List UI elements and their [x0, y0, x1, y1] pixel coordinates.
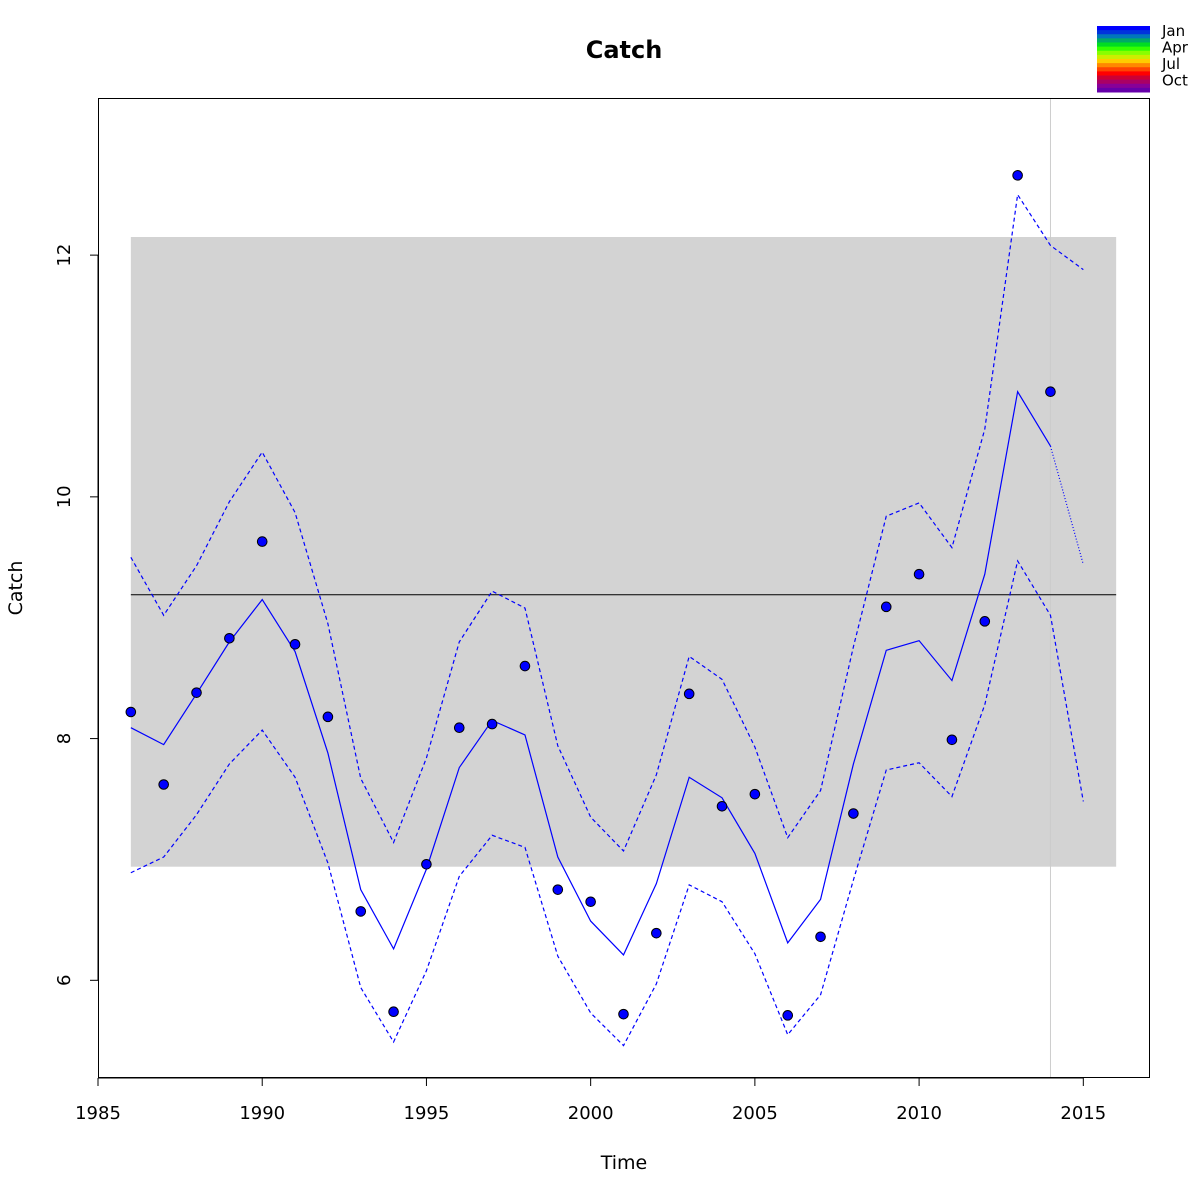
observed-point: [913, 568, 925, 580]
observed-point: [585, 896, 596, 908]
observed-point: [224, 632, 235, 644]
legend-color-band: [1097, 50, 1150, 56]
y-tick-label: 6: [54, 975, 75, 986]
x-tick-label: 2010: [896, 1103, 942, 1124]
observed-point: [355, 906, 367, 917]
observed-point: [979, 616, 991, 627]
observed-point: [651, 927, 662, 939]
observed-point: [683, 688, 695, 700]
observed-point: [848, 808, 859, 819]
legend-label: Jan: [1161, 22, 1185, 40]
legend-color-band: [1097, 38, 1150, 43]
observed-point: [421, 858, 432, 870]
legend-color-band: [1097, 26, 1150, 31]
legend-label: Oct: [1162, 72, 1188, 90]
series-line-fitted: [130, 390, 1051, 956]
legend-color-band: [1097, 71, 1150, 76]
legend-color-band: [1097, 46, 1150, 52]
y-tick-label: 8: [54, 733, 75, 744]
observed-point: [782, 1010, 794, 1021]
observed-point: [1045, 386, 1056, 398]
x-tick-label: 2005: [732, 1103, 778, 1124]
legend-color-band: [1097, 75, 1150, 81]
shaded-band-layer: [130, 98, 1117, 1077]
x-tick-label: 2015: [1060, 1103, 1106, 1124]
observed-point: [158, 779, 169, 790]
legend-label: Jul: [1161, 55, 1180, 73]
observed-point: [388, 1006, 399, 1018]
legend-color-band: [1097, 87, 1150, 93]
legend-label: Apr: [1162, 39, 1189, 57]
shaded-range-band: [130, 236, 1117, 867]
x-tick-label: 1990: [239, 1103, 285, 1124]
observed-point: [880, 601, 892, 613]
legend-color-band: [1097, 54, 1150, 60]
y-tick-label: 10: [54, 485, 75, 508]
series-line-forecast: [1049, 445, 1084, 565]
observed-point: [749, 788, 761, 800]
y-tick-label: 12: [54, 244, 75, 267]
y-axis-label: Catch: [5, 561, 27, 616]
series-line-lower: [130, 559, 1084, 1047]
observed-point: [486, 718, 498, 730]
chart-title: Catch: [586, 36, 663, 64]
observed-point: [716, 800, 728, 812]
observed-point: [256, 536, 268, 547]
legend-color-band: [1097, 34, 1150, 39]
observed-point: [519, 660, 531, 672]
observed-point: [815, 931, 826, 943]
legend-color-band: [1097, 42, 1150, 48]
observed-point: [289, 639, 301, 650]
x-axis-label: Time: [600, 1152, 648, 1174]
observed-point: [1012, 170, 1023, 181]
observed-point: [552, 884, 564, 895]
legend-color-band: [1097, 79, 1150, 85]
x-tick-label: 1985: [75, 1103, 121, 1124]
observed-point: [125, 706, 137, 718]
observed-point: [618, 1008, 629, 1020]
observed-point: [322, 711, 334, 723]
x-tick-label: 2000: [568, 1103, 614, 1124]
legend-color-band: [1097, 83, 1150, 89]
legend-color-band: [1097, 67, 1150, 72]
observed-point: [946, 734, 958, 746]
y-axis: 6 8 10 12: [54, 244, 99, 986]
legend-color-band: [1097, 59, 1150, 64]
legend-color-band: [1097, 30, 1150, 35]
series-lines-layer: [130, 193, 1117, 1047]
observed-point: [453, 722, 465, 734]
observed-points-layer: [125, 170, 1056, 1021]
x-tick-label: 1995: [404, 1103, 450, 1124]
observed-point: [191, 687, 202, 698]
legend-color-band: [1097, 63, 1150, 68]
x-axis: 1985 1990 1995 2000 2005 2010 2015: [75, 1077, 1106, 1124]
